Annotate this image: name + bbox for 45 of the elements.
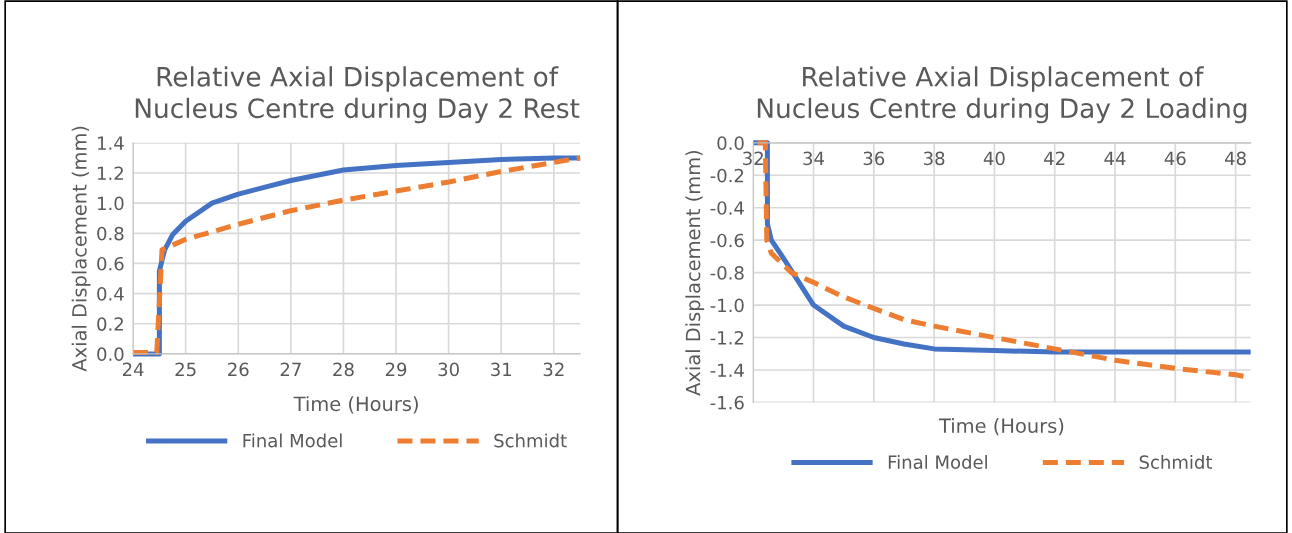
chart-title: Relative Axial Displacement of Nucleus Centre during Day 2 Loading	[757, 66, 1247, 124]
y-axis-title: Axial Displacement (mm)	[685, 150, 705, 396]
x-tick-label: 34	[803, 151, 824, 166]
y-tick-label: -1.0	[710, 298, 744, 313]
x-tick-label: 24	[122, 362, 144, 376]
x-tick-label: 31	[491, 362, 512, 377]
y-tick-label: -0.6	[710, 233, 744, 248]
y-tick-label: -0.4	[710, 201, 744, 215]
y-tick-label: -1.2	[710, 330, 744, 345]
y-tick-label: 0.4	[97, 287, 124, 301]
y-tick-label: -0.2	[710, 168, 744, 183]
x-tick-label: 26	[228, 362, 249, 377]
x-tick-label: 27	[280, 362, 301, 376]
x-tick-label: 40	[983, 151, 1005, 166]
y-axis-title: Axial Displacement (mm)	[71, 126, 91, 372]
x-tick-label: 28	[333, 362, 354, 377]
chart-title: Relative Axial Displacement of Nucleus Centre during Day 2 Rest	[135, 66, 580, 124]
x-tick-label: 32	[543, 362, 564, 377]
x-tick-label: 44	[1104, 151, 1126, 165]
y-tick-label: -0.8	[710, 266, 744, 280]
y-tick-label: 1.0	[98, 196, 124, 211]
y-tick-label: -1.4	[710, 363, 744, 377]
x-tick-label: 42	[1044, 151, 1065, 165]
x-axis-title: Time (Hours)	[938, 417, 1064, 436]
x-tick-label: 48	[1224, 151, 1246, 166]
y-tick-label: -1.6	[710, 395, 744, 410]
y-tick-label: 1.4	[98, 136, 124, 150]
x-axis-title: Time (Hours)	[293, 396, 418, 414]
x-tick-label: 29	[385, 362, 407, 377]
y-tick-label: 0.2	[97, 317, 123, 331]
y-tick-label: 0.0	[717, 136, 744, 150]
legend-label: Schmidt	[494, 433, 567, 448]
y-tick-label: 0.6	[97, 256, 124, 271]
x-tick-label: 46	[1164, 151, 1186, 166]
legend-label: Schmidt	[1139, 455, 1213, 469]
legend-label: Final Model	[243, 433, 342, 448]
x-tick-label: 30	[438, 362, 459, 377]
y-tick-label: 0.0	[97, 347, 124, 362]
x-tick-label: 38	[924, 151, 945, 166]
y-tick-label: 1.2	[98, 166, 123, 180]
x-tick-label: 32	[743, 151, 763, 166]
legend-label: Final Model	[888, 455, 987, 469]
x-tick-label: 25	[175, 362, 196, 377]
y-tick-label: 0.8	[97, 226, 124, 241]
x-tick-label: 36	[863, 151, 885, 166]
